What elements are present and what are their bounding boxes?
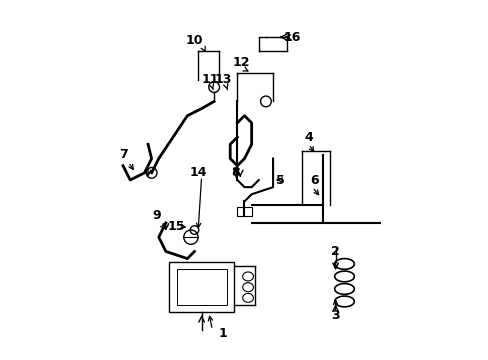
Bar [169,262,233,312]
Text: 13: 13 [214,73,231,86]
Text: 3: 3 [330,309,339,322]
Text: 8: 8 [231,166,240,179]
Text: 4: 4 [304,131,312,144]
Text: 6: 6 [309,174,318,186]
Bar [237,207,251,216]
Text: 12: 12 [232,55,249,69]
Text: 5: 5 [275,174,284,186]
Text: 9: 9 [152,209,161,222]
Text: 1: 1 [218,327,227,340]
Text: 15: 15 [167,220,185,233]
Text: 10: 10 [185,34,203,47]
Text: 7: 7 [119,148,127,162]
Bar [176,269,226,305]
Text: 2: 2 [330,245,339,258]
Text: 14: 14 [189,166,206,179]
Text: 16: 16 [284,31,301,44]
Text: 11: 11 [202,73,219,86]
